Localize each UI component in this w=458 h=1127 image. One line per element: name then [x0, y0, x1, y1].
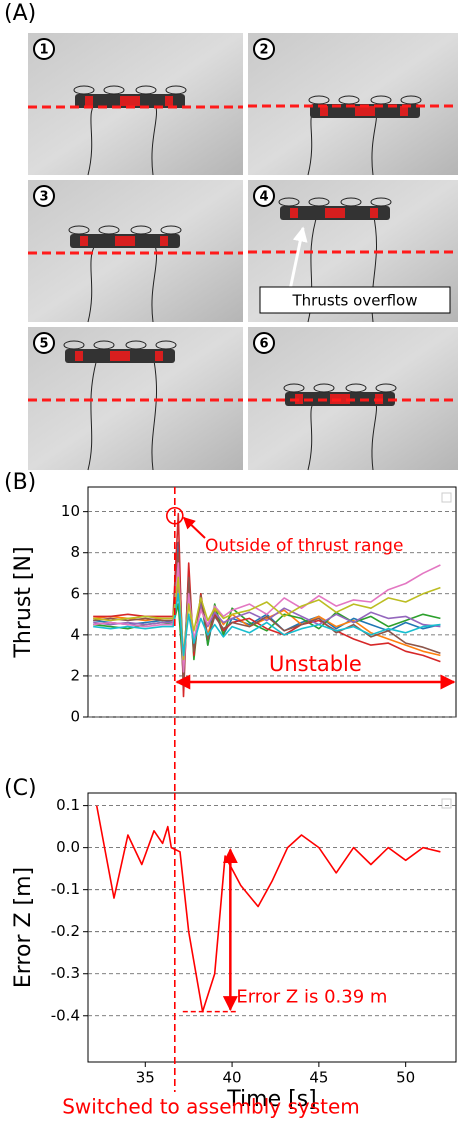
y-tick-label: -0.1	[51, 880, 80, 898]
rotor	[400, 95, 422, 105]
photo-number: 2	[259, 43, 268, 58]
robot-part	[155, 351, 163, 361]
rotor	[338, 95, 360, 105]
y-tick-label: 6	[70, 584, 80, 602]
plot-area	[87, 792, 457, 1063]
y-tick-label: -0.2	[51, 922, 80, 940]
y-tick-label: 8	[70, 543, 80, 561]
robot-part	[120, 96, 140, 106]
y-tick-label: 0.0	[56, 838, 80, 856]
range-note: Outside of thrust range	[205, 536, 403, 556]
x-axis-label: Time [s]	[226, 1087, 316, 1112]
callout-box	[259, 286, 451, 314]
x-tick-label: 50	[396, 1069, 415, 1087]
panel-label: (C)	[4, 776, 37, 801]
rotor	[308, 197, 330, 207]
photo-number: 6	[259, 337, 268, 352]
rotor	[345, 383, 367, 393]
rotor	[370, 197, 392, 207]
photo-badge	[33, 38, 55, 60]
robot-part	[325, 208, 345, 218]
callout: Thrusts overflow	[292, 292, 418, 310]
robot-part	[290, 208, 298, 218]
photo-badge	[253, 332, 275, 354]
error-note: Error Z is 0.39 m	[236, 987, 387, 1008]
y-tick-label: -0.4	[51, 1006, 80, 1024]
robot-part	[320, 106, 328, 116]
rotor	[73, 85, 95, 95]
rotor	[283, 383, 305, 393]
rotor	[68, 225, 90, 235]
robot-part	[110, 351, 130, 361]
y-tick-label: 0	[70, 708, 80, 726]
rotor	[63, 340, 85, 350]
robot-part	[165, 96, 173, 106]
photo-badge	[33, 185, 55, 207]
photo-number: 5	[39, 337, 48, 352]
rotor	[98, 225, 120, 235]
y-tick-label: 2	[70, 666, 80, 684]
rotor	[375, 383, 397, 393]
rotor	[313, 383, 335, 393]
robot-part	[370, 208, 378, 218]
series-line	[93, 582, 441, 667]
rotor	[278, 197, 300, 207]
rotor	[308, 95, 330, 105]
y-tick-label: 0.1	[56, 796, 80, 814]
photo-badge	[253, 185, 275, 207]
robot-part	[75, 351, 83, 361]
x-tick-label: 40	[223, 1069, 242, 1087]
photo-number: 4	[259, 190, 268, 205]
panel-label: (B)	[4, 470, 36, 495]
photo-number: 1	[39, 43, 48, 58]
photo	[28, 180, 243, 322]
series-line	[93, 593, 441, 657]
series-line	[93, 512, 441, 698]
panel-label: (A)	[4, 1, 36, 26]
rotor	[93, 340, 115, 350]
range-marker	[165, 506, 184, 525]
legend-box	[441, 492, 452, 503]
rotor	[370, 95, 392, 105]
rotor	[125, 340, 147, 350]
robot-part	[115, 236, 135, 246]
photo-badge	[253, 38, 275, 60]
y-tick-label: 10	[61, 502, 80, 520]
x-tick-label: 35	[136, 1069, 155, 1087]
series-line	[93, 562, 441, 673]
rotor	[130, 225, 152, 235]
rotor	[160, 225, 182, 235]
y-tick-label: -0.3	[51, 964, 80, 982]
photo-number: 3	[39, 190, 48, 205]
rotor	[340, 197, 362, 207]
y-tick-label: 4	[70, 625, 80, 643]
robot-part	[400, 106, 408, 116]
y-axis-label: Error Z [m]	[11, 867, 36, 988]
span-note: Unstable	[269, 652, 362, 676]
robot-part	[80, 236, 88, 246]
robot-part	[355, 106, 375, 116]
rotor	[155, 340, 177, 350]
y-axis-label: Thrust [N]	[11, 546, 36, 658]
cable	[151, 354, 158, 471]
legend-box	[441, 798, 452, 809]
callout-arrow	[288, 226, 308, 291]
switch-note: Switched to assembly system	[62, 1095, 360, 1119]
robot-part	[85, 96, 93, 106]
rotor	[165, 85, 187, 95]
rotor	[135, 85, 157, 95]
cable	[87, 354, 99, 471]
rotor	[103, 85, 125, 95]
series-line	[93, 576, 441, 661]
range-arrow	[182, 516, 206, 539]
robot-part	[160, 236, 168, 246]
photo-badge	[33, 332, 55, 354]
x-tick-label: 45	[309, 1069, 328, 1087]
